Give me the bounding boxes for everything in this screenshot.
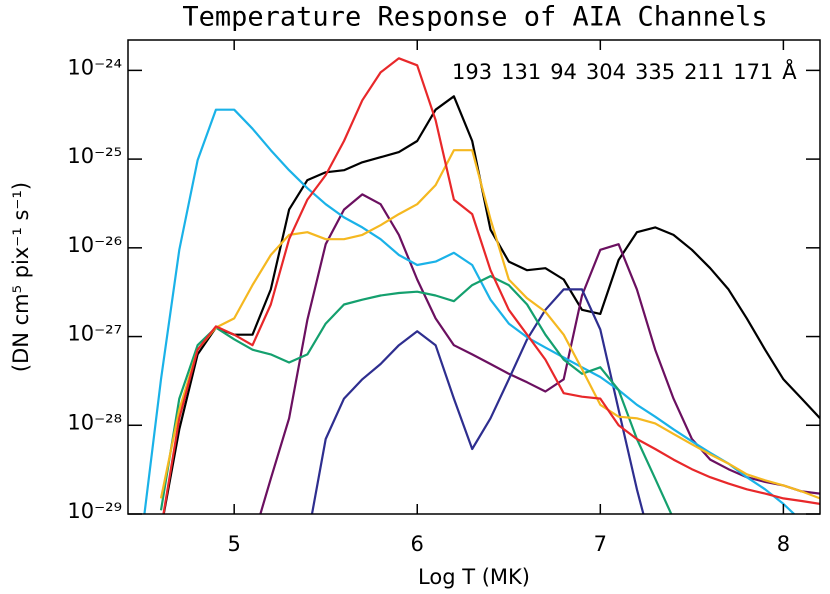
series-line: [143, 108, 796, 514]
series-line: [259, 193, 820, 514]
legend-entry: 304: [586, 60, 626, 84]
x-tick-label: 8: [777, 532, 790, 556]
legend-entry: 131: [501, 60, 541, 84]
y-tick-label: 10⁻²⁷: [67, 322, 122, 346]
y-tick-label: 10⁻²⁵: [67, 144, 122, 168]
series-line: [310, 288, 645, 514]
legend-unit: Å: [782, 58, 797, 84]
legend-entry: 335: [635, 60, 675, 84]
plot-frame: [127, 39, 821, 515]
x-tick-label: 5: [227, 532, 240, 556]
legend-entry: 211: [684, 60, 724, 84]
plot-area: [143, 57, 820, 514]
series-line: [162, 95, 820, 514]
x-tick-label: 6: [411, 532, 424, 556]
y-tick-label: 10⁻²⁹: [67, 499, 122, 523]
chart-title: Temperature Response of AIA Channels: [182, 2, 767, 33]
y-tick-label: 10⁻²⁸: [67, 410, 122, 434]
x-tick-label: 7: [594, 532, 607, 556]
legend-entry: 193: [452, 60, 492, 84]
legend-entry: 94: [550, 60, 577, 84]
y-axis-label: (DN cm⁵ pix⁻¹ s⁻¹): [9, 182, 33, 372]
legend-entry: 171: [733, 60, 773, 84]
series-line: [159, 149, 820, 500]
y-tick-label: 10⁻²⁴: [67, 55, 122, 79]
y-tick-label: 10⁻²⁶: [67, 233, 122, 257]
x-axis-label: Log T (MK): [418, 565, 530, 589]
series-line: [159, 275, 673, 514]
series-line: [162, 57, 820, 514]
